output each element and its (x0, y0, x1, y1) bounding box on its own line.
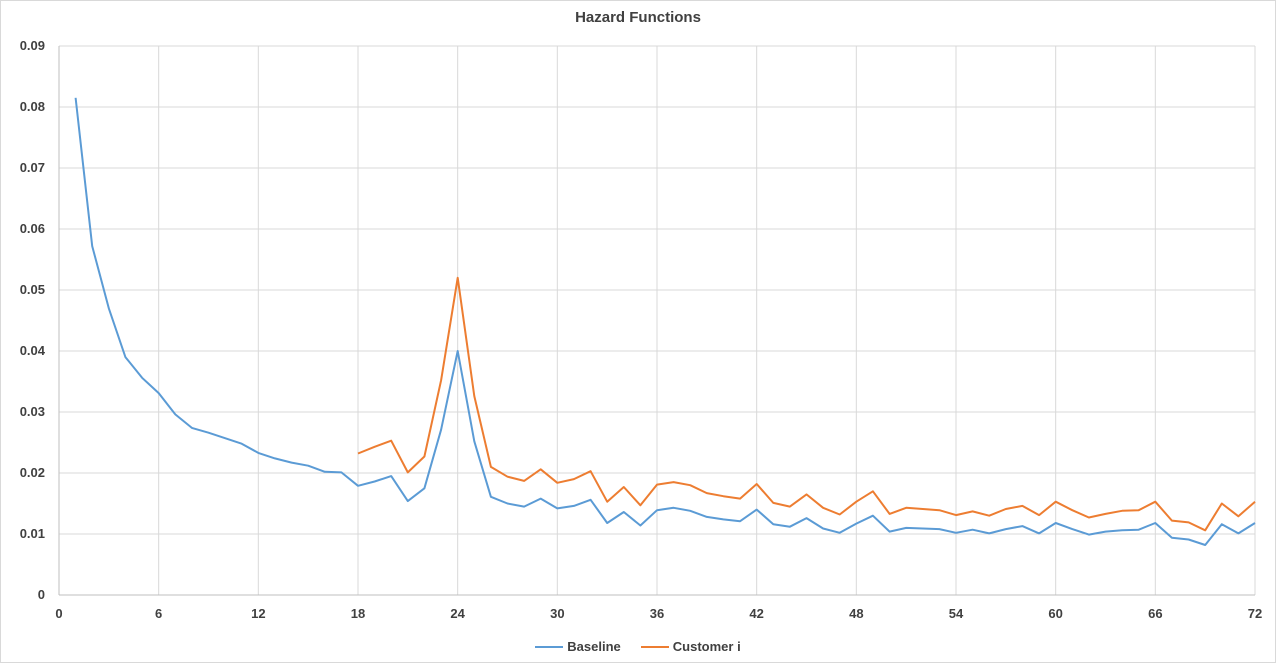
x-tick-label: 24 (450, 606, 465, 621)
y-tick-label: 0.04 (20, 343, 46, 358)
x-tick-label: 6 (155, 606, 162, 621)
legend-label-baseline: Baseline (567, 639, 621, 654)
legend-swatch-customer-i (640, 645, 669, 648)
legend-swatch-baseline (535, 645, 564, 648)
series-line-customer-i (357, 276, 1256, 532)
y-tick-label: 0.02 (20, 465, 45, 480)
axes (58, 46, 1255, 596)
y-tick-label: 0.07 (20, 160, 45, 175)
x-tick-label: 30 (550, 606, 564, 621)
series-line-baseline (74, 97, 1256, 546)
legend: Baseline Customer i (1, 639, 1275, 654)
legend-item-baseline: Baseline (535, 639, 621, 654)
x-tick-label: 60 (1048, 606, 1062, 621)
y-tick-label: 0.09 (20, 38, 45, 53)
x-tick-label: 66 (1148, 606, 1162, 621)
x-tick-label: 12 (251, 606, 265, 621)
chart-title: Hazard Functions (575, 9, 701, 26)
legend-item-customer-i: Customer i (640, 639, 741, 654)
y-tick-label: 0 (38, 587, 45, 602)
tick-labels: 0 0.01 0.02 0.03 0.04 0.05 0.06 0.07 0.08 0.09 0 6 1… (20, 38, 1263, 621)
x-tick-label: 48 (849, 606, 863, 621)
x-tick-label: 72 (1248, 606, 1262, 621)
x-tick-label: 0 (55, 606, 62, 621)
x-tick-label: 36 (650, 606, 664, 621)
series-lines (74, 97, 1256, 546)
y-tick-label: 0.06 (20, 221, 45, 236)
y-tick-label: 0.05 (20, 282, 45, 297)
y-tick-label: 0.03 (20, 404, 45, 419)
legend-label-customer-i: Customer i (672, 639, 741, 654)
x-tick-label: 18 (351, 606, 365, 621)
gridlines (59, 45, 1256, 595)
y-tick-label: 0.08 (20, 99, 45, 114)
x-tick-label: 54 (949, 606, 964, 621)
y-tick-label: 0.01 (20, 526, 45, 541)
x-tick-label: 42 (749, 606, 763, 621)
